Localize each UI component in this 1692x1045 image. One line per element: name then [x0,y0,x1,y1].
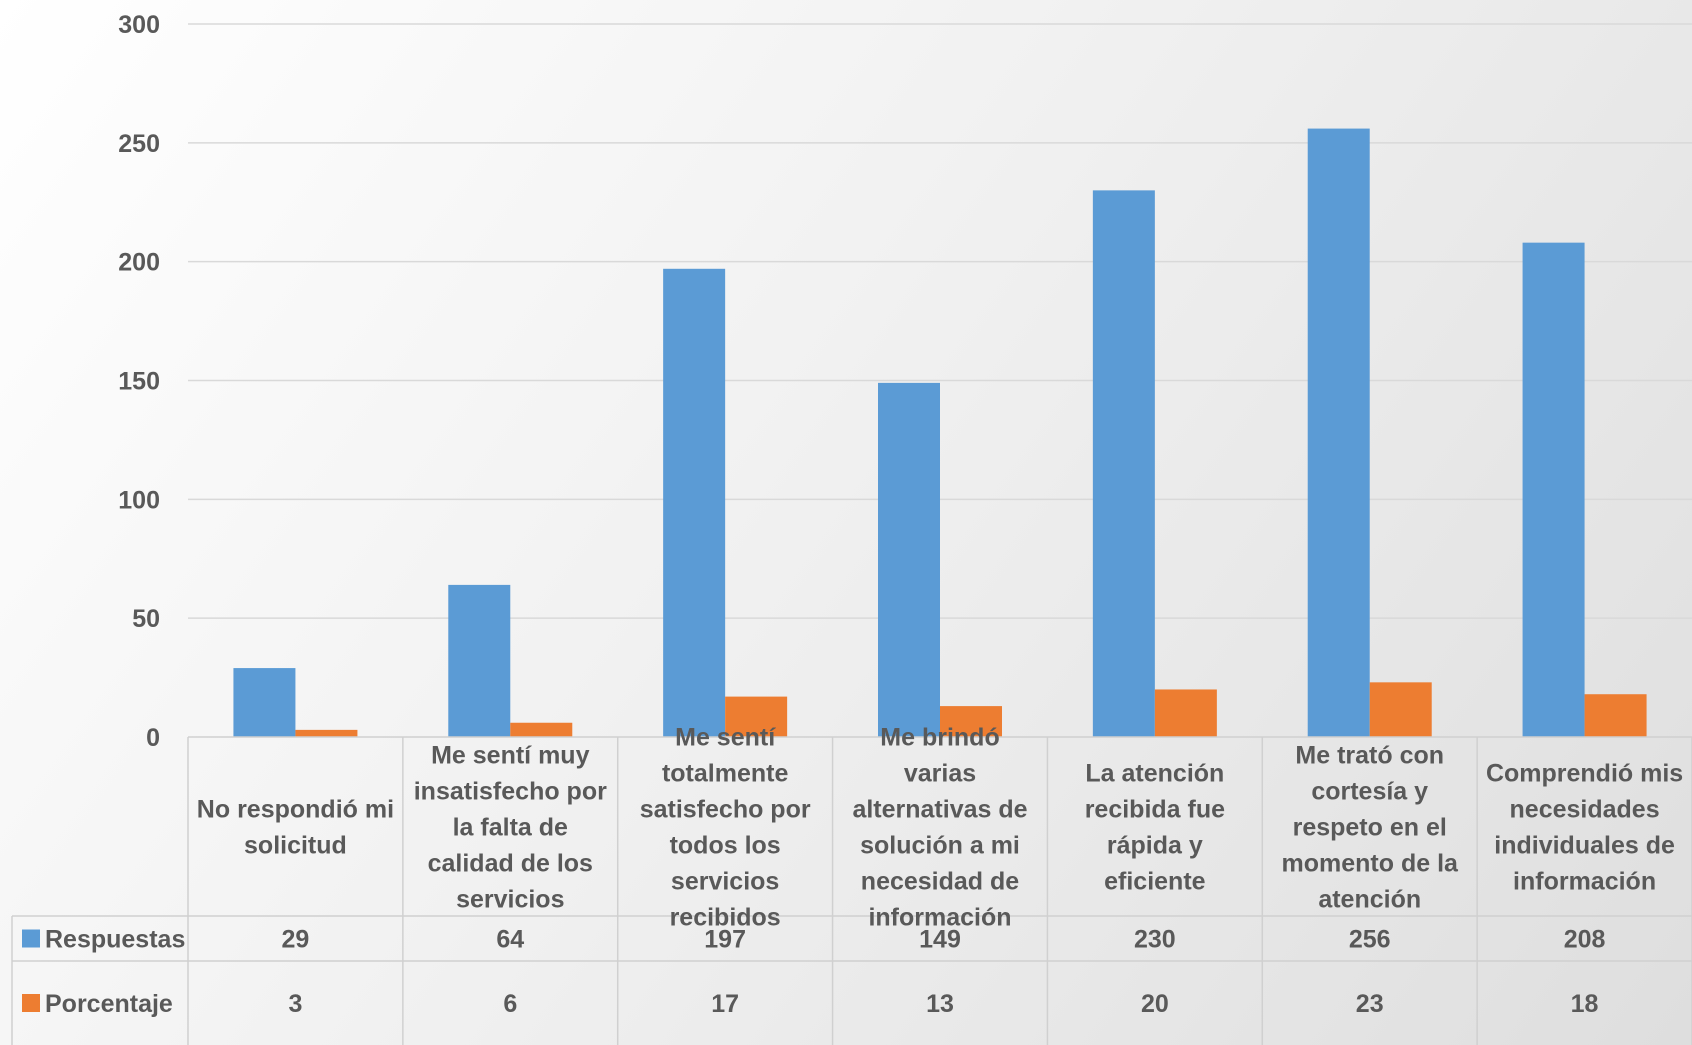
y-tick-label: 200 [118,249,160,277]
data-label: 6 [503,990,517,1018]
bar-respuestas [878,382,940,737]
x-tick-label: No respondió mi solicitud [197,796,394,860]
bar-porcentaje [1369,682,1432,737]
x-tick-label: Me sentí muy insatisfecho por la falta de c… [414,742,607,914]
data-label: 18 [1571,990,1599,1018]
data-label: 17 [711,990,739,1018]
y-tick-label: 300 [118,11,160,39]
x-tick-label: Me trató con cortesía y respeto en el momen… [1282,742,1460,914]
y-tick-label: 250 [118,130,160,158]
data-label: 256 [1349,926,1391,954]
bar-respuestas [1092,190,1155,737]
data-label: 13 [926,990,954,1018]
bar-porcentaje [940,706,1002,737]
bar-porcentaje [295,729,358,737]
data-label: 149 [919,926,961,954]
legend-swatch-porcentaje [22,994,40,1012]
legend-label: Porcentaje [45,990,173,1018]
data-label: 197 [704,926,746,954]
bar-respuestas [663,268,726,737]
y-tick-label: 0 [146,724,160,752]
bar-porcentaje [1154,689,1217,737]
data-label: 230 [1134,926,1176,954]
y-tick-label: 100 [118,486,160,514]
bar-respuestas [448,584,511,737]
legend-label: Respuestas [45,926,185,954]
x-tick-label: Me brindó varias alternativas de solución a… [852,724,1027,932]
bar-porcentaje [510,722,573,737]
x-tick-label: La atención recibida fue rápida y eficiente [1085,760,1225,896]
bar-respuestas [233,668,296,737]
bar-porcentaje [1584,694,1647,737]
data-label: 64 [496,926,524,954]
data-label: 3 [288,990,302,1018]
data-label: 29 [282,926,310,954]
bar-respuestas [1307,128,1370,737]
x-tick-label: Me sentí totalmente satisfecho por todos lo… [640,724,811,932]
bar-porcentaje [725,696,788,737]
legend-swatch-respuestas [22,929,40,948]
x-tick-label: Comprendió mis necesidades individuales de… [1486,760,1683,896]
data-label: 208 [1564,926,1606,954]
data-label: 23 [1356,990,1384,1018]
y-tick-label: 150 [118,368,160,396]
data-label: 20 [1141,990,1169,1018]
y-tick-label: 50 [132,605,160,633]
bar-respuestas [1522,242,1585,738]
